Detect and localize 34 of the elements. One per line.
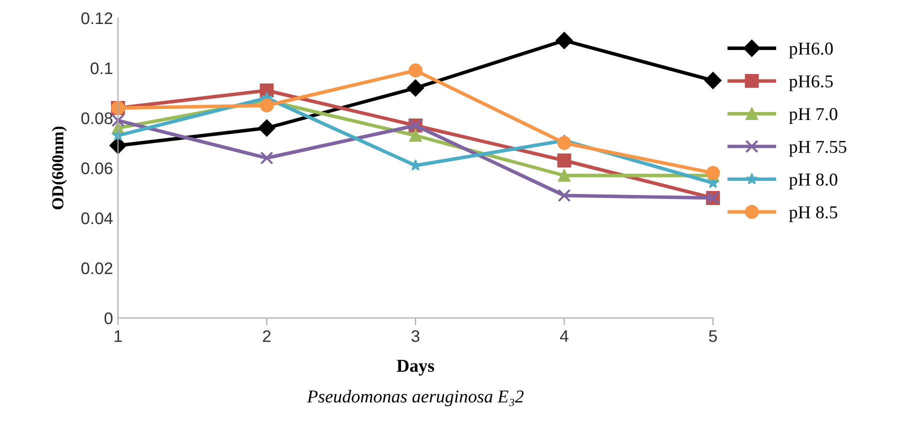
y-tick-label: 0.08 xyxy=(81,112,112,124)
point xyxy=(704,72,722,90)
legend-label: pH 8.0 xyxy=(789,173,838,190)
x-tick-label: 2 xyxy=(262,330,271,342)
x-tick-label: 3 xyxy=(412,330,420,342)
legend-label: pH 7.0 xyxy=(789,108,838,124)
x-tick-label: 1 xyxy=(114,330,122,342)
legend-label: pH 7.55 xyxy=(789,140,846,157)
point xyxy=(558,188,571,202)
point xyxy=(558,169,570,182)
y-tick-label: 0.02 xyxy=(81,262,112,274)
point xyxy=(111,114,125,128)
x-tick-label: 4 xyxy=(560,330,568,342)
point xyxy=(408,64,422,78)
point xyxy=(260,98,274,112)
x-tick-label: 5 xyxy=(709,330,717,342)
legend-label: pH 8.5 xyxy=(789,206,838,222)
y-tick-label: 0 xyxy=(104,312,112,324)
point xyxy=(406,79,424,97)
y-tick-label: 0.04 xyxy=(81,212,113,224)
y-tick-label: 0.1 xyxy=(90,62,112,74)
y-axis-title: OD(600nm) xyxy=(52,126,67,210)
legend-label: pH6.5 xyxy=(789,75,833,92)
x-axis-title: Days xyxy=(396,360,434,376)
point xyxy=(557,136,572,150)
y-tick-label: 0.06 xyxy=(81,162,112,174)
point xyxy=(258,119,276,137)
point xyxy=(260,151,274,165)
point xyxy=(557,154,572,168)
text: Pseudomonas aeruginosa E₃2 xyxy=(306,390,524,406)
point xyxy=(409,129,422,142)
legend-label: pH6.0 xyxy=(789,42,833,58)
y-tick-label: 0.12 xyxy=(81,12,112,24)
point xyxy=(556,32,573,50)
